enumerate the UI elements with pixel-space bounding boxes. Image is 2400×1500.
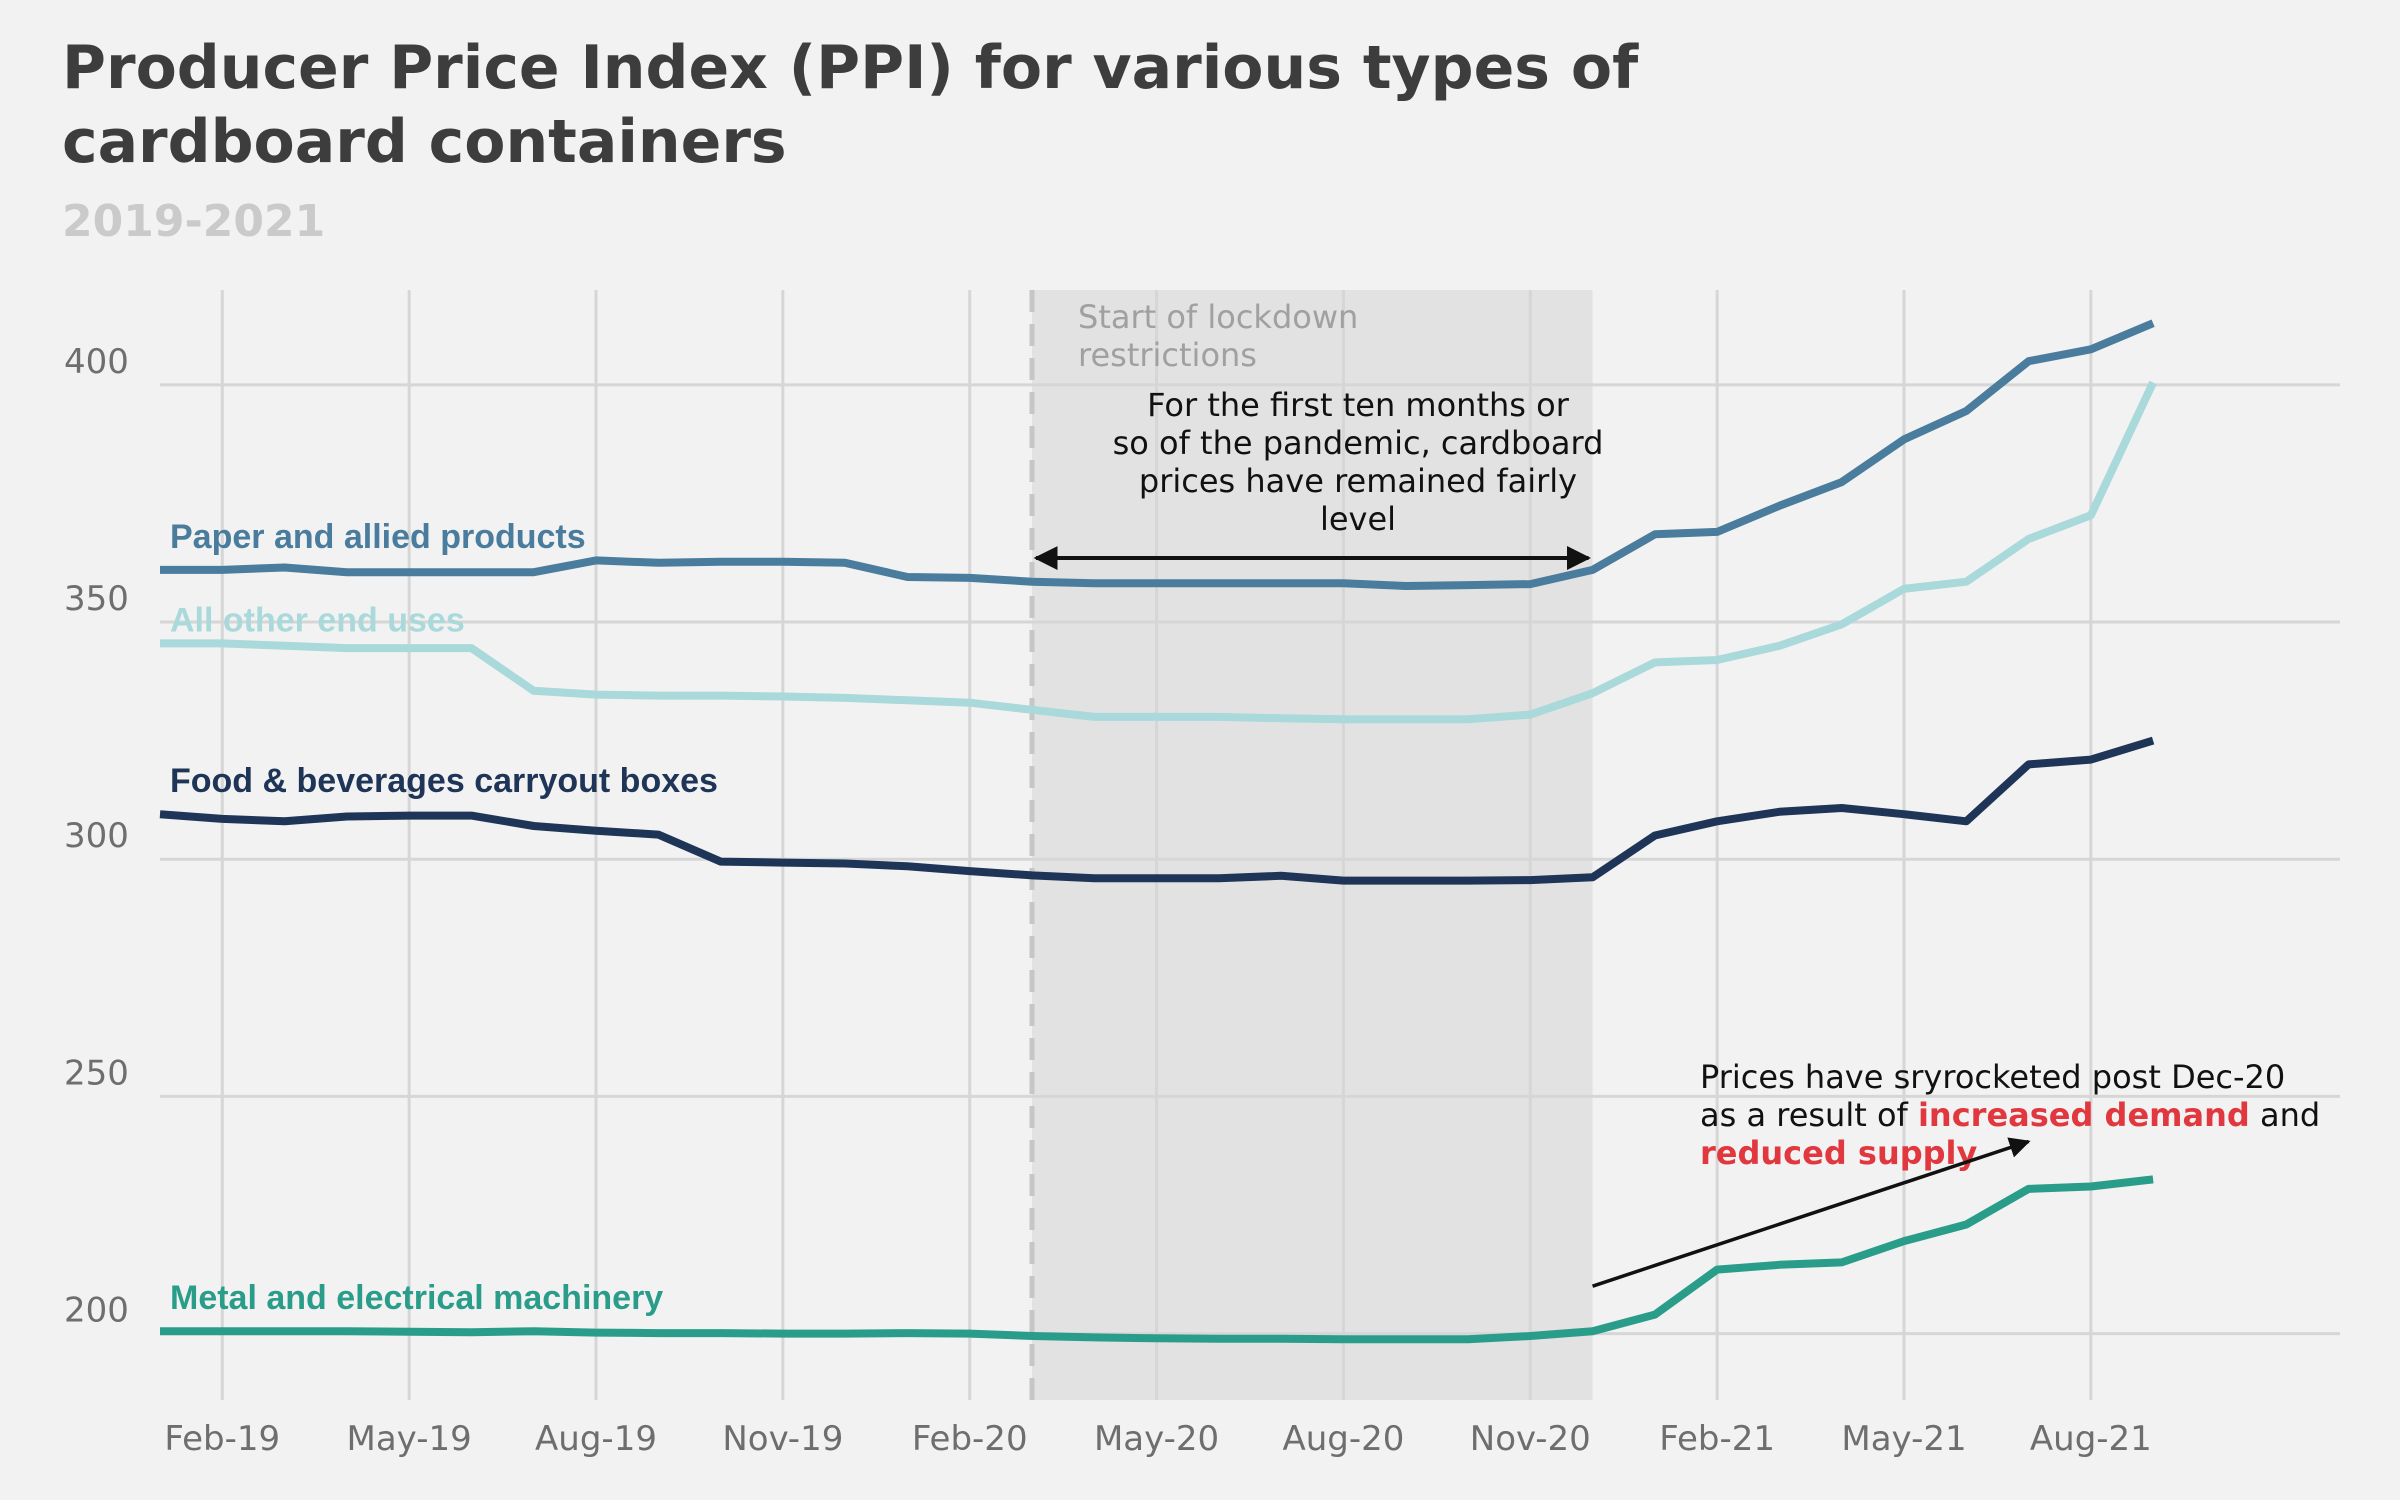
level-annotation-line-3: prices have remained fairly <box>1139 462 1577 500</box>
x-tick-label-Aug-21: Aug-21 <box>2030 1419 2152 1459</box>
chart-title-line-1: Producer Price Index (PPI) for various t… <box>62 33 1639 103</box>
skyrocket-arrow-line <box>1592 1137 2031 1288</box>
lockdown-annotation-line-2: restrictions <box>1078 336 1257 374</box>
y-axis-tick-labels: 200 250 300 350 400 <box>64 342 129 1331</box>
y-tick-label-400: 400 <box>64 342 129 382</box>
lockdown-period-shade <box>1032 290 1593 1400</box>
skyrocket-post-text: and <box>2250 1096 2320 1134</box>
x-tick-label-Aug-20: Aug-20 <box>1282 1419 1404 1459</box>
x-tick-label-May-21: May-21 <box>1841 1419 1966 1459</box>
x-tick-label-Feb-21: Feb-21 <box>1659 1419 1775 1459</box>
x-axis-tick-labels: Feb-19 May-19 Aug-19 Nov-19 Feb-20 May-20 Aug-… <box>164 1419 2151 1459</box>
series-line-food <box>159 736 2155 885</box>
x-tick-label-Feb-20: Feb-20 <box>912 1419 1028 1459</box>
skyrocket-arrow <box>1592 1137 2031 1288</box>
y-tick-label-350: 350 <box>64 579 129 619</box>
level-annotation-line-4: level <box>1320 500 1396 538</box>
series-labels: Paper and allied products All other end u… <box>170 518 718 1317</box>
y-tick-label-250: 250 <box>64 1053 129 1093</box>
level-annotation-line-2: so of the pandemic, cardboard <box>1113 424 1604 462</box>
x-tick-label-Nov-19: Nov-19 <box>722 1419 843 1459</box>
x-tick-label-Nov-20: Nov-20 <box>1470 1419 1591 1459</box>
skyrocket-annotation: Prices have sryrocketed post Dec-20 as a… <box>1700 1058 2320 1172</box>
skyrocket-annotation-line-3: reduced supply <box>1700 1134 1978 1172</box>
x-tick-label-May-19: May-19 <box>347 1419 472 1459</box>
increased-demand-highlight: increased demand <box>1918 1096 2250 1134</box>
skyrocket-annotation-line-1: Prices have sryrocketed post Dec-20 <box>1700 1058 2285 1096</box>
series-label-metal: Metal and electrical machinery <box>170 1279 663 1317</box>
series-label-food: Food & beverages carryout boxes <box>170 762 718 800</box>
series-line-other <box>160 380 2157 724</box>
series-line-paper <box>160 319 2155 590</box>
x-tick-label-May-20: May-20 <box>1094 1419 1219 1459</box>
series-label-other: All other end uses <box>170 601 465 639</box>
skyrocket-pre-text: as a result of <box>1700 1096 1918 1134</box>
series-line-metal <box>160 1175 2154 1344</box>
skyrocket-annotation-line-2: as a result of increased demand and <box>1700 1096 2320 1134</box>
lockdown-annotation: Start of lockdown restrictions <box>1078 298 1358 374</box>
y-tick-label-200: 200 <box>64 1291 129 1331</box>
lockdown-shaded-area <box>1032 290 1593 1400</box>
level-annotation: For the first ten months or so of the pa… <box>1113 386 1604 538</box>
series-lines <box>159 319 2157 1344</box>
reduced-supply-highlight: reduced supply <box>1700 1134 1978 1172</box>
level-annotation-line-1: For the first ten months or <box>1147 386 1570 424</box>
lockdown-annotation-line-1: Start of lockdown <box>1078 298 1358 336</box>
y-tick-label-300: 300 <box>64 816 129 856</box>
chart-subtitle: 2019-2021 <box>62 196 325 247</box>
grid-lines <box>160 290 2340 1400</box>
series-label-paper: Paper and allied products <box>170 518 586 556</box>
x-tick-label-Feb-19: Feb-19 <box>164 1419 280 1459</box>
x-tick-label-Aug-19: Aug-19 <box>535 1419 657 1459</box>
chart-title-line-2: cardboard containers <box>62 107 787 177</box>
